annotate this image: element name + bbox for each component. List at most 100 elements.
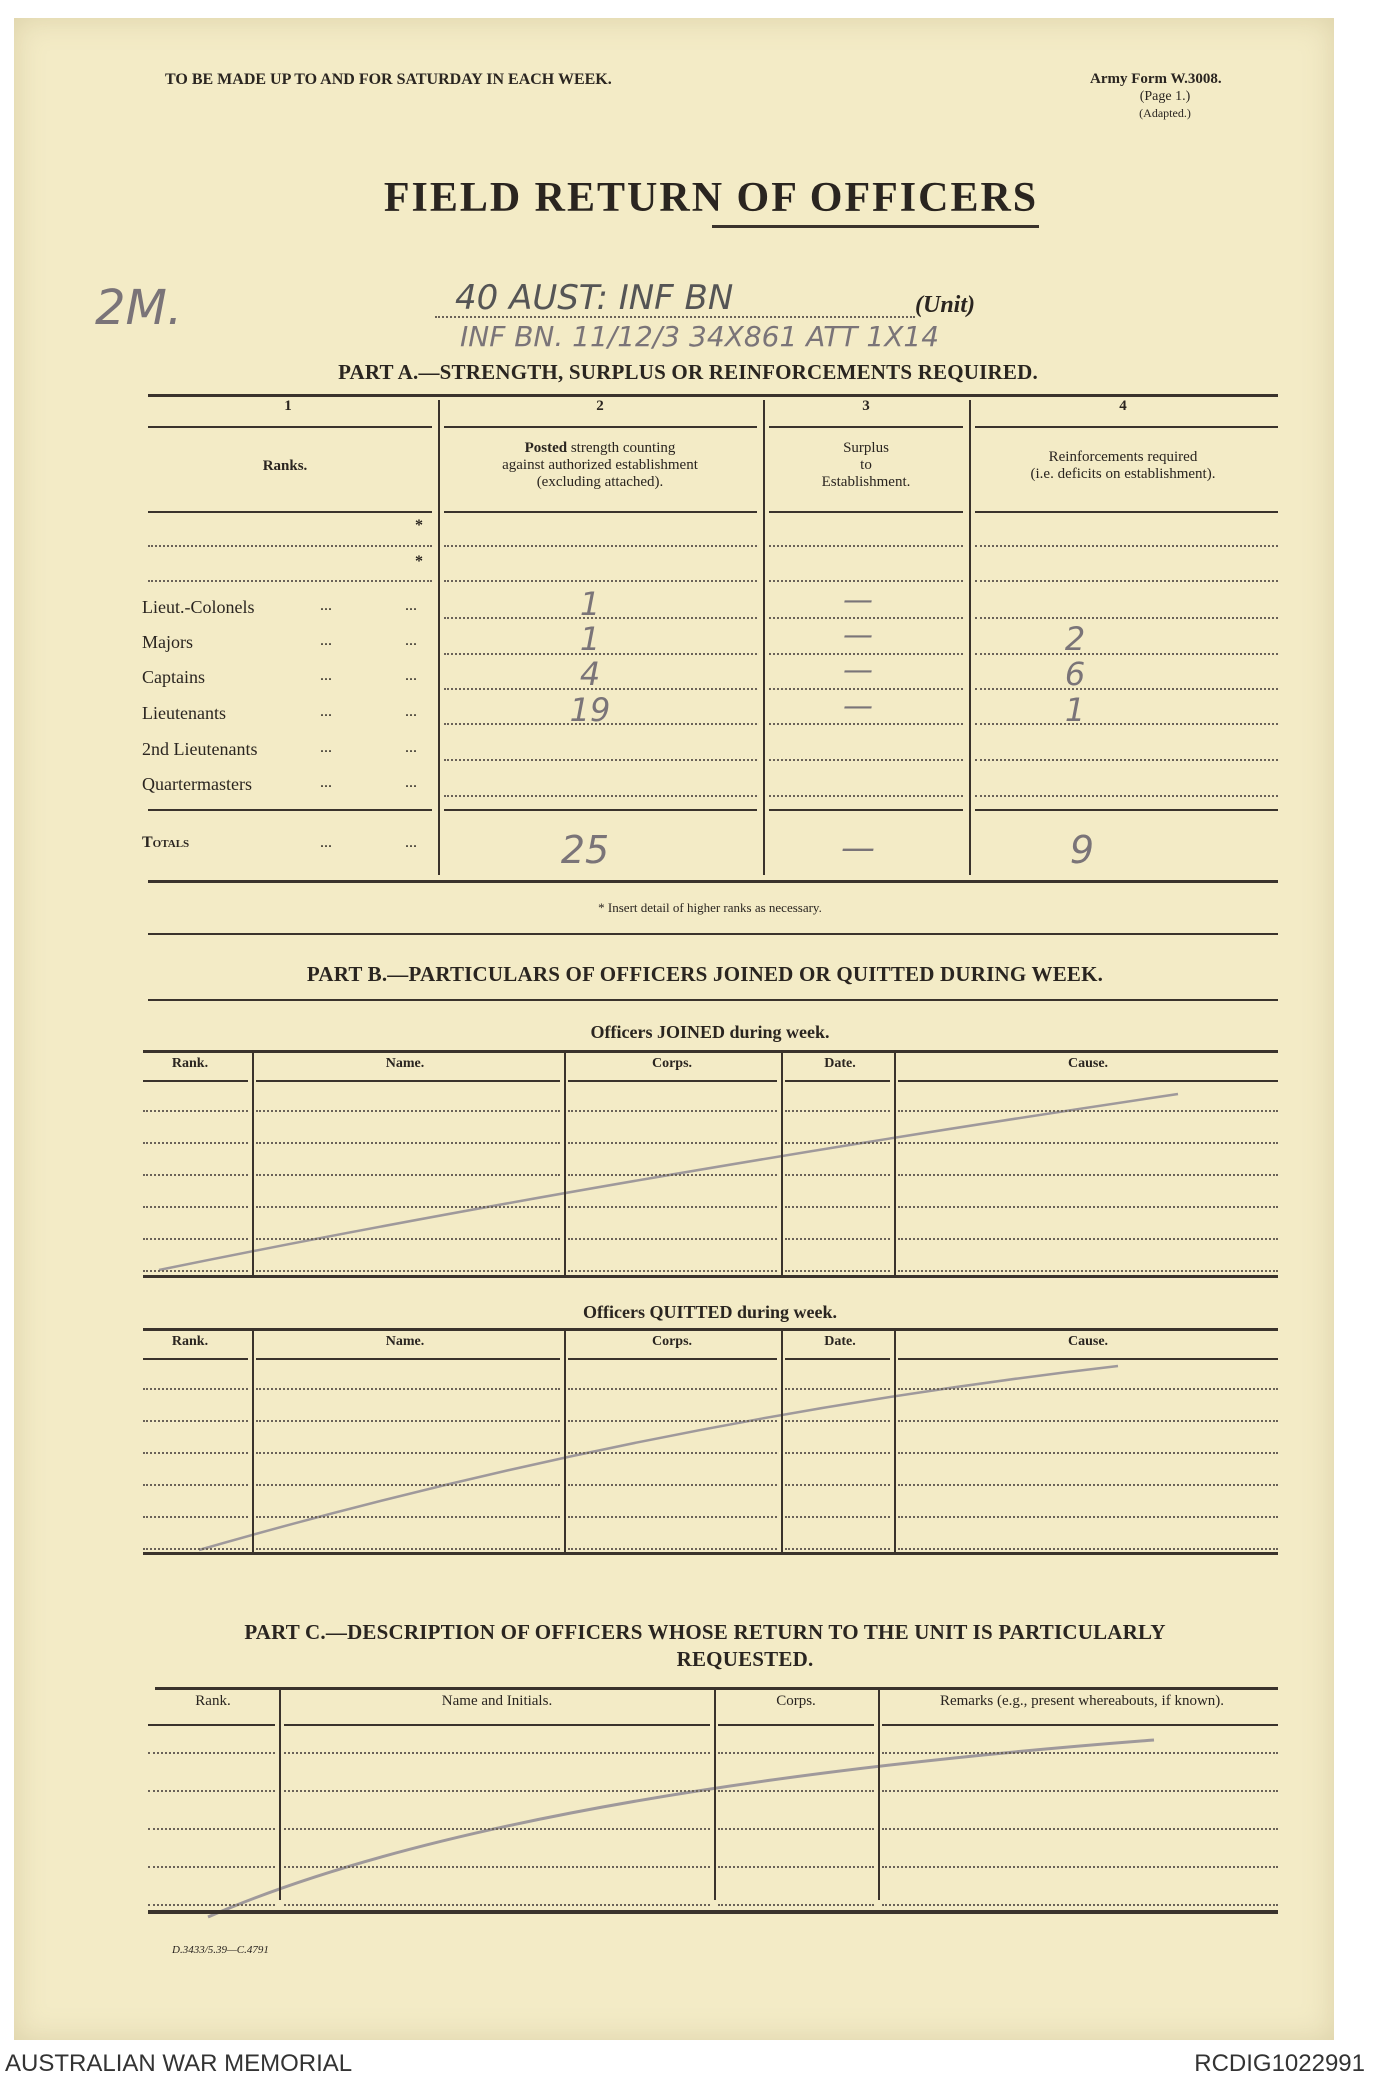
dotted-rule xyxy=(143,1142,248,1144)
rule xyxy=(718,1724,874,1726)
dotted-rule xyxy=(256,1484,560,1486)
dotted-rule xyxy=(882,1790,1278,1792)
unit-dotted-line xyxy=(435,316,915,318)
dotted-rule xyxy=(975,795,1278,797)
form-number: Army Form W.3008. xyxy=(1090,71,1222,87)
unit-label: (Unit) xyxy=(915,292,975,318)
dotted-rule xyxy=(568,1548,777,1550)
instruction-text: TO BE MADE UP TO AND FOR SATURDAY IN EAC… xyxy=(165,71,612,88)
dotted-rule xyxy=(718,1904,874,1906)
dotted-rule xyxy=(769,580,963,582)
dotted-rule xyxy=(143,1548,248,1550)
surplus-value: — xyxy=(843,653,873,688)
rule xyxy=(769,511,963,513)
posted-value: 1 xyxy=(579,585,601,623)
col-number-1: 1 xyxy=(284,398,292,414)
rule xyxy=(143,1080,248,1082)
dotted-rule xyxy=(769,795,963,797)
reinforcements-value: 2 xyxy=(1064,620,1086,658)
dotted-rule xyxy=(785,1270,890,1272)
quitted-header-corps: Corps. xyxy=(651,1334,693,1349)
leader-dots: ... xyxy=(405,834,417,851)
rule xyxy=(143,1050,1278,1053)
dotted-rule xyxy=(785,1142,890,1144)
joined-header-rank: Rank. xyxy=(171,1056,209,1071)
dotted-rule xyxy=(444,688,757,690)
joined-header-cause: Cause. xyxy=(1067,1056,1109,1071)
quitted-header-name: Name. xyxy=(385,1334,425,1349)
dotted-rule xyxy=(148,1790,275,1792)
dotted-rule xyxy=(718,1828,874,1830)
leader-dots: ... xyxy=(405,703,417,720)
reinforcements-value: 6 xyxy=(1064,655,1086,693)
dotted-rule xyxy=(444,580,757,582)
dotted-rule xyxy=(568,1142,777,1144)
leader-dots: ... xyxy=(405,739,417,756)
dotted-rule xyxy=(444,653,757,655)
leader-dots: ... xyxy=(405,632,417,649)
dotted-rule xyxy=(568,1270,777,1272)
dotted-rule xyxy=(444,723,757,725)
dotted-rule xyxy=(256,1206,560,1208)
dotted-rule xyxy=(148,545,432,547)
dotted-rule xyxy=(898,1206,1278,1208)
dotted-rule xyxy=(256,1548,560,1550)
column-divider xyxy=(763,400,765,875)
joined-strike-line xyxy=(158,1092,1179,1272)
dotted-rule xyxy=(256,1238,560,1240)
dotted-rule xyxy=(284,1828,710,1830)
dotted-rule xyxy=(882,1828,1278,1830)
column-divider xyxy=(564,1330,566,1552)
rule xyxy=(143,1358,248,1360)
rule xyxy=(148,511,432,513)
leader-dots: ... xyxy=(405,667,417,684)
rule xyxy=(148,933,1278,935)
dotted-rule xyxy=(256,1270,560,1272)
dotted-rule xyxy=(898,1110,1278,1112)
rule xyxy=(444,809,757,811)
rank-label: Majors xyxy=(142,632,193,652)
rule xyxy=(769,426,963,428)
dotted-rule xyxy=(898,1516,1278,1518)
dotted-rule xyxy=(256,1174,560,1176)
leader-dots: ... xyxy=(320,597,332,614)
dotted-rule xyxy=(444,617,757,619)
dotted-rule xyxy=(785,1174,890,1176)
rule xyxy=(975,809,1278,811)
dotted-rule xyxy=(148,1752,275,1754)
col-number-4: 4 xyxy=(1119,398,1127,414)
page-number: (Page 1.) xyxy=(1139,89,1191,104)
dotted-rule xyxy=(898,1238,1278,1240)
totals-surplus: — xyxy=(841,828,875,868)
leader-dots: ... xyxy=(405,597,417,614)
column-divider xyxy=(279,1690,281,1900)
dotted-rule xyxy=(769,545,963,547)
leader-dots: ... xyxy=(320,774,332,791)
dotted-rule xyxy=(785,1238,890,1240)
dotted-rule xyxy=(148,1828,275,1830)
dotted-rule xyxy=(769,759,963,761)
quitted-header-rank: Rank. xyxy=(171,1334,209,1349)
column-divider xyxy=(564,1052,566,1275)
dotted-rule xyxy=(718,1790,874,1792)
dotted-rule xyxy=(143,1516,248,1518)
rule xyxy=(444,511,757,513)
dotted-rule xyxy=(256,1516,560,1518)
dotted-rule xyxy=(256,1110,560,1112)
rule xyxy=(143,1328,1278,1331)
leader-dots: ... xyxy=(320,667,332,684)
dotted-rule xyxy=(898,1270,1278,1272)
part-c-header: Rank. xyxy=(195,1693,231,1709)
col-number-2: 2 xyxy=(596,398,604,414)
leader-dots: ... xyxy=(320,834,332,851)
footer-credit: AUSTRALIAN WAR MEMORIAL xyxy=(5,2050,353,2077)
dotted-rule xyxy=(785,1420,890,1422)
dotted-rule xyxy=(143,1174,248,1176)
dotted-rule xyxy=(785,1452,890,1454)
rule xyxy=(568,1358,777,1360)
unit-details: INF BN. 11/12/3 34X861 ATT 1X14 xyxy=(460,320,940,353)
leader-dots: ... xyxy=(320,739,332,756)
dotted-rule xyxy=(898,1388,1278,1390)
leader-dots: ... xyxy=(320,632,332,649)
